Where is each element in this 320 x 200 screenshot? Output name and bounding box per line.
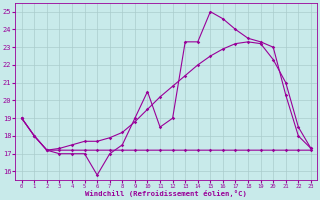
X-axis label: Windchill (Refroidissement éolien,°C): Windchill (Refroidissement éolien,°C) — [85, 190, 247, 197]
